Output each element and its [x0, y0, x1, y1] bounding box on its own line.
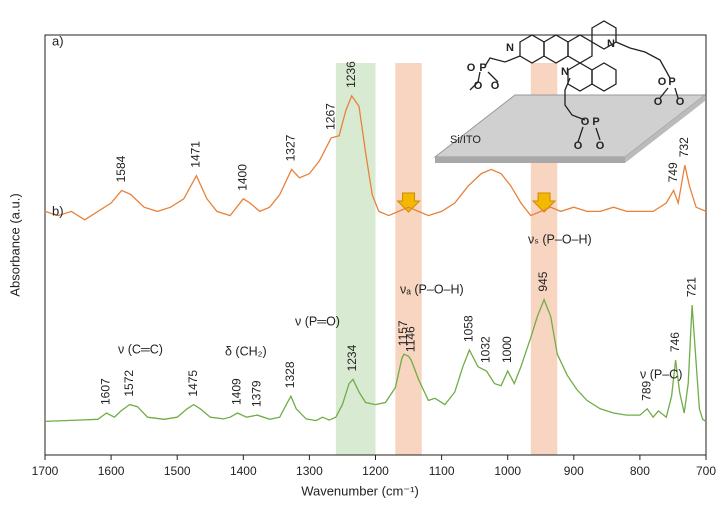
vibration-label: νₐ (P–O–H) — [400, 282, 464, 296]
y-axis-label: Absorbance (a.u.) — [7, 193, 22, 296]
x-tick-label: 700 — [696, 464, 716, 478]
atom-label: N — [561, 66, 569, 78]
peak-label: 1327 — [284, 134, 298, 161]
inset — [433, 20, 707, 163]
substrate-label: Si/ITO — [450, 134, 481, 146]
peak-label: 1584 — [114, 155, 128, 182]
peak-label: 749 — [666, 162, 680, 182]
vibration-label: ν (C═C) — [118, 342, 163, 356]
peak-label: 1032 — [479, 336, 493, 363]
peak-label: 1146 — [403, 326, 417, 352]
substrate-side — [625, 95, 705, 163]
atom-label: O — [654, 96, 663, 108]
atom-label: O — [581, 116, 590, 128]
highlight-band — [335, 63, 376, 455]
peak-label: 746 — [668, 332, 682, 352]
peak-label: 1471 — [189, 141, 203, 168]
x-tick-label: 1400 — [230, 464, 257, 478]
peak-label: 1409 — [230, 378, 244, 405]
x-axis-label: Wavenumber (cm⁻¹) — [301, 483, 419, 498]
substrate-edge — [435, 157, 625, 163]
vibration-label: δ (CH₂) — [225, 344, 267, 358]
x-tick-label: 1700 — [32, 464, 59, 478]
x-tick-label: 1100 — [429, 464, 455, 478]
peak-label: 732 — [677, 137, 691, 157]
spectrum-line — [44, 94, 707, 221]
peak-label: 789 — [639, 380, 653, 400]
arrow — [531, 192, 557, 213]
peak-label: 1572 — [122, 370, 136, 397]
peak-label: 1058 — [462, 315, 476, 342]
peak-label: 945 — [536, 271, 550, 291]
peak-label: 721 — [684, 277, 698, 297]
peak-label: 1475 — [186, 370, 200, 397]
vibration-label: νₛ (P–O–H) — [528, 232, 592, 246]
atom-label: O — [596, 140, 605, 152]
spectrum-line — [44, 297, 707, 423]
atom-label: O — [676, 96, 685, 108]
atom-label: O — [474, 80, 483, 92]
molecule — [469, 20, 679, 143]
peak-label: 1328 — [283, 361, 297, 388]
peak-label: 1000 — [500, 336, 514, 363]
arrow — [396, 192, 421, 213]
atom-label: O — [491, 80, 500, 92]
atom-label: N — [607, 38, 615, 50]
substrate — [433, 94, 707, 158]
atom-label: P — [668, 76, 675, 88]
atom-label: O — [658, 76, 667, 88]
panel-label: a) — [52, 33, 64, 48]
x-tick-label: 1200 — [362, 464, 389, 478]
x-tick-label: 800 — [630, 464, 650, 478]
peak-label: 1607 — [99, 378, 113, 405]
x-tick-label: 900 — [564, 464, 584, 478]
peak-label: 1236 — [344, 61, 358, 88]
peak-label: 1400 — [235, 164, 249, 191]
atom-label: O — [574, 140, 583, 152]
vibration-label: ν (P═O) — [295, 314, 340, 328]
atom-label: O — [467, 62, 476, 74]
peak-label: 1379 — [249, 380, 263, 407]
atom-label: P — [592, 116, 599, 128]
panel-label: b) — [52, 203, 64, 218]
x-tick-label: 1000 — [494, 464, 521, 478]
x-tick-label: 1500 — [164, 464, 191, 478]
highlight-band — [395, 63, 422, 455]
x-tick-label: 1300 — [296, 464, 323, 478]
peak-label: 1234 — [345, 344, 359, 371]
x-tick-label: 1600 — [98, 464, 125, 478]
peak-label: 1267 — [323, 103, 337, 130]
atom-label: N — [506, 42, 514, 54]
vibration-label: ν (P–C) — [640, 367, 682, 381]
peak-label: 1157 — [396, 320, 410, 346]
atom-label: P — [479, 62, 486, 74]
